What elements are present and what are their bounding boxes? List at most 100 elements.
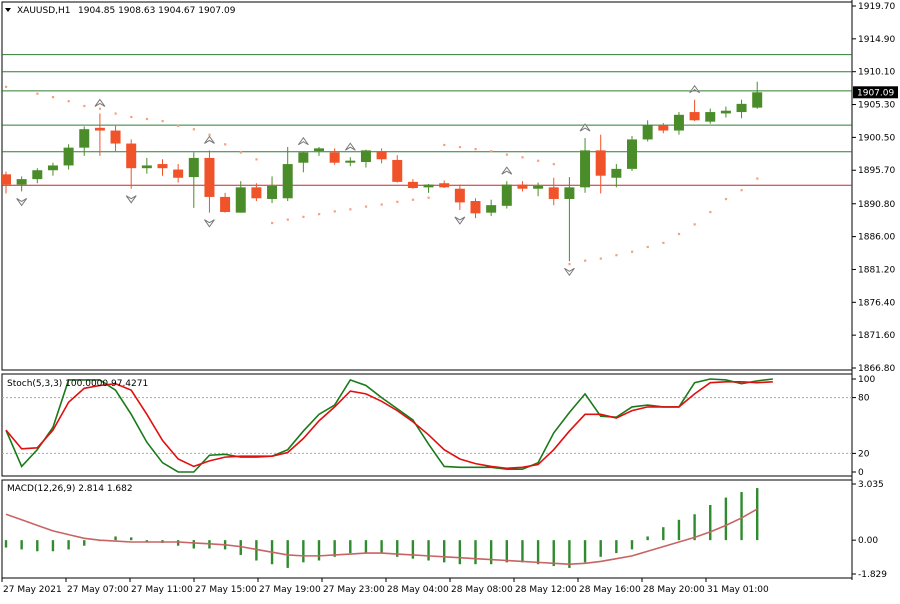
sar-dot xyxy=(709,210,712,214)
chart-menu-triangle-icon xyxy=(5,8,11,12)
bullish-candle xyxy=(345,160,356,163)
sar-dot xyxy=(318,213,321,216)
macd-histogram-bar xyxy=(36,540,39,552)
bullish-candle xyxy=(486,205,497,213)
macd-histogram-bar xyxy=(756,488,759,541)
price-tick-label: 1905.30 xyxy=(858,101,895,111)
sar-dot xyxy=(756,177,759,180)
bullish-candle xyxy=(642,125,653,140)
price-tick-label: 1886.00 xyxy=(858,233,895,243)
bearish-candle xyxy=(126,143,137,169)
sar-dot xyxy=(490,150,493,153)
sar-dot xyxy=(458,145,462,149)
sar-dot xyxy=(677,232,681,236)
sar-dot xyxy=(537,159,540,162)
bullish-candle xyxy=(423,184,434,188)
macd-histogram-bar xyxy=(130,537,133,541)
bullish-candle xyxy=(298,152,309,163)
macd-histogram-bar xyxy=(427,540,430,561)
bearish-candle xyxy=(110,130,121,144)
time-axis-label: 28 May 08:00 xyxy=(451,585,513,595)
sar-dot xyxy=(51,96,55,99)
bullish-candle xyxy=(611,168,622,178)
macd-histogram-bar xyxy=(411,540,415,559)
bearish-candle xyxy=(329,152,340,163)
price-tick-label: 1881.20 xyxy=(858,265,895,275)
fractal-down-arrow xyxy=(563,267,575,277)
bullish-candle xyxy=(63,147,74,166)
price-tick-label: 1876.40 xyxy=(858,298,895,308)
fractal-up-arrow xyxy=(579,123,591,132)
sar-dot xyxy=(177,124,180,127)
bullish-candle xyxy=(16,179,27,185)
sar-dot xyxy=(646,245,649,249)
sar-dot xyxy=(255,158,258,161)
macd-tick-label: 3.035 xyxy=(858,480,884,490)
bullish-candle xyxy=(314,148,324,152)
sar-dot xyxy=(302,215,305,218)
bullish-candle xyxy=(720,110,731,114)
macd-histogram-bar xyxy=(145,540,149,543)
bullish-candle xyxy=(705,112,716,122)
time-axis-label: 27 May 07:00 xyxy=(67,585,129,595)
sar-dot xyxy=(427,196,430,199)
macd-histogram-bar xyxy=(552,540,555,567)
macd-title: MACD(12,26,9) 2.814 1.682 xyxy=(7,484,133,494)
bearish-candle xyxy=(470,201,481,214)
macd-signal-line xyxy=(5,508,758,566)
macd-histogram-bar xyxy=(630,540,634,550)
sar-dot xyxy=(474,148,477,151)
bearish-candle xyxy=(94,127,105,131)
sar-dot xyxy=(349,208,352,211)
time-axis-label: 28 May 16:00 xyxy=(579,585,641,595)
current-price-box xyxy=(853,86,898,99)
bullish-candle xyxy=(267,185,278,199)
stochastic-signal-line xyxy=(5,380,773,470)
price-tick-label: 1895.70 xyxy=(858,166,895,176)
price-tick-label: 1871.60 xyxy=(858,331,895,341)
macd-histogram-bar xyxy=(662,527,665,541)
macd-histogram-bar xyxy=(255,540,258,561)
bearish-candle xyxy=(658,125,669,131)
symbol-label: XAUUSD,H1 xyxy=(17,6,71,16)
bearish-candle xyxy=(173,169,184,178)
macd-histogram-bar xyxy=(505,540,508,563)
bearish-candle xyxy=(595,150,606,176)
bearish-candle xyxy=(220,196,231,212)
macd-histogram-bar xyxy=(536,540,540,565)
time-axis-label: 27 May 2021 xyxy=(3,585,62,595)
sar-dot xyxy=(192,128,195,131)
macd-histogram-bar xyxy=(4,540,8,548)
bearish-candle xyxy=(439,183,450,188)
bullish-candle xyxy=(360,150,371,163)
stochastic-main-line xyxy=(5,378,773,473)
sar-dot xyxy=(208,133,211,136)
sar-dot xyxy=(662,241,665,244)
macd-histogram-bar xyxy=(443,540,446,563)
current-price-label: 1907.09 xyxy=(857,88,894,98)
fractal-down-arrow xyxy=(204,219,215,228)
bearish-candle xyxy=(376,151,387,160)
sar-dot xyxy=(145,117,149,121)
bullish-candle xyxy=(188,157,199,178)
macd-histogram-bar xyxy=(724,497,728,541)
bearish-candle xyxy=(454,188,465,203)
bullish-candle xyxy=(752,92,763,108)
macd-histogram-bar xyxy=(349,540,352,554)
fractal-down-arrow xyxy=(454,216,466,225)
sar-dot xyxy=(631,250,634,253)
time-axis-label: 27 May 15:00 xyxy=(195,585,257,595)
bullish-candle xyxy=(141,165,152,169)
macd-histogram-bar xyxy=(380,540,383,554)
macd-histogram-bar xyxy=(396,540,399,557)
sar-dot xyxy=(552,163,555,166)
sar-dot xyxy=(364,205,368,208)
price-tick-label: 1866.80 xyxy=(858,364,895,374)
macd-histogram-bar xyxy=(677,519,681,541)
stoch-tick-label: 20 xyxy=(858,449,870,459)
price-tick-label: 1910.10 xyxy=(858,68,895,78)
sar-dot xyxy=(521,156,524,159)
time-axis-label: 31 May 01:00 xyxy=(707,585,769,595)
